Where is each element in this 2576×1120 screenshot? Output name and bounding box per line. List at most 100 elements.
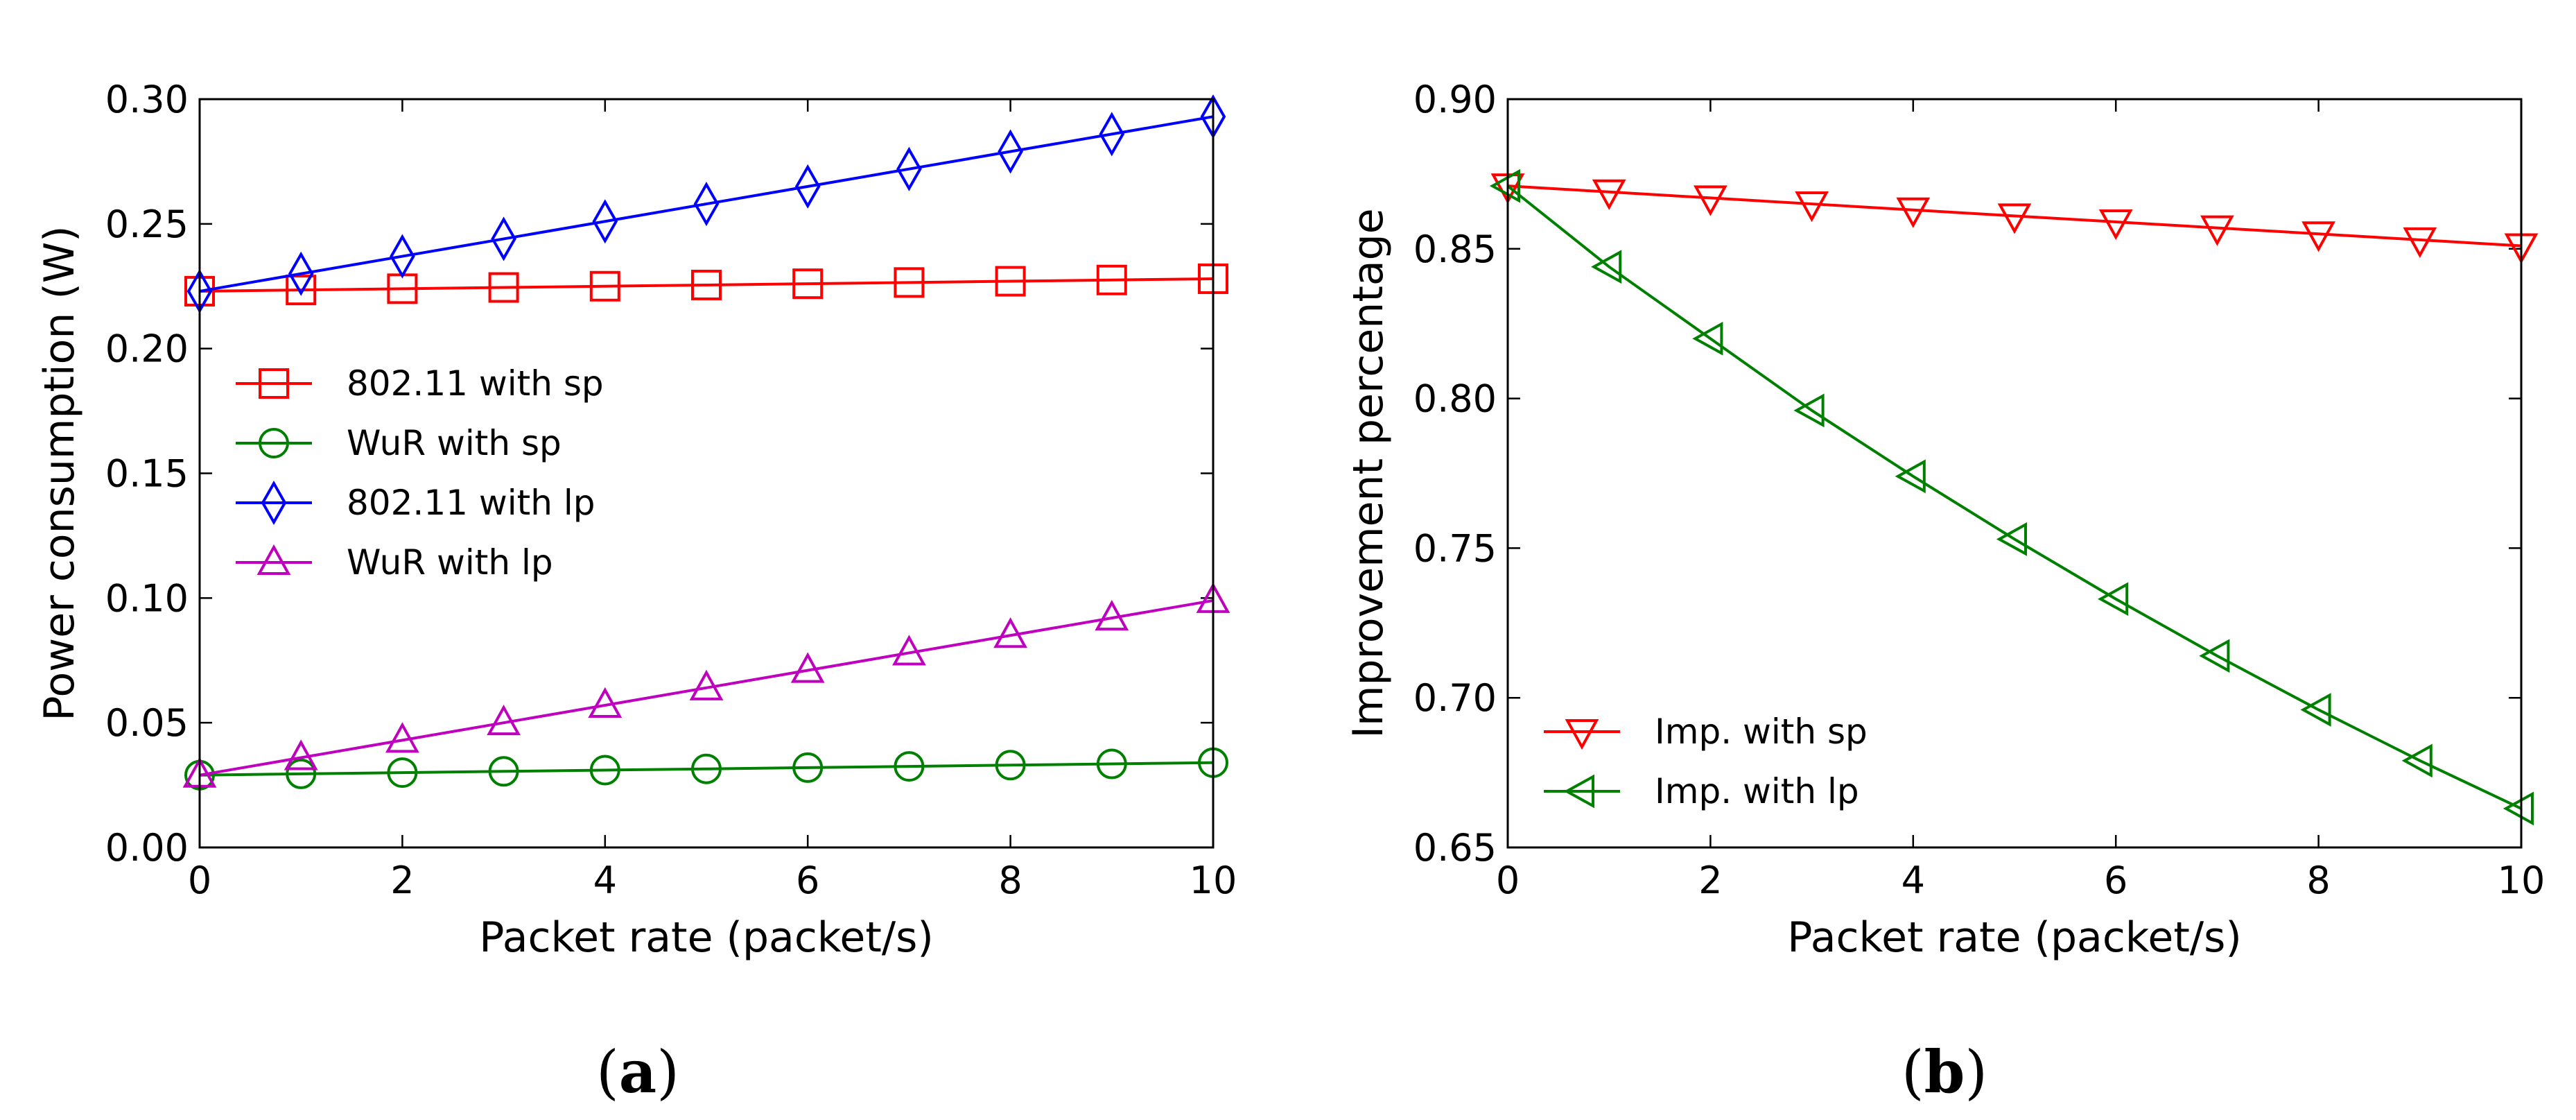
y-tick-label: 0.30 (105, 78, 189, 121)
legend: Imp. with sp Imp. with lp (1544, 712, 1868, 811)
data-point-802-11-with-sp (691, 269, 722, 300)
x-tick-label: 8 (2306, 859, 2330, 902)
data-point-imp-with-sp (1694, 185, 1728, 216)
data-point-imp-with-lp (2300, 693, 2331, 727)
data-point-imp-with-sp (1592, 179, 1626, 210)
data-point-imp-with-lp (2199, 639, 2230, 673)
series-line-802-11-with-lp (199, 115, 1214, 293)
data-point-wur-with-lp (790, 652, 825, 683)
legend-entry-802-11-with-lp: 802.11 with lp (347, 483, 595, 523)
data-point-imp-with-sp (1795, 191, 1829, 223)
x-tick-label: 10 (2498, 859, 2545, 902)
legend-marker-wur-with-sp (259, 428, 289, 458)
data-point-imp-with-lp (2401, 743, 2433, 778)
legend-marker-802-11-with-lp (261, 480, 287, 526)
data-point-802-11-with-lp (896, 146, 922, 191)
data-point-802-11-with-sp (995, 266, 1026, 297)
data-point-802-11-with-sp (894, 267, 925, 298)
data-point-802-11-with-sp (488, 272, 519, 303)
data-point-802-11-with-lp (794, 164, 821, 209)
legend-entry-imp-with-lp: Imp. with lp (1655, 771, 1859, 811)
y-tick-label: 0.25 (105, 203, 189, 246)
data-point-imp-with-lp (1996, 522, 2027, 556)
data-point-wur-with-lp (993, 617, 1027, 648)
y-tick-label: 0.80 (1413, 377, 1497, 421)
y-axis-label: Power consumption (W) (35, 225, 84, 721)
data-point-wur-with-lp (385, 722, 419, 753)
data-point-802-11-with-sp (589, 270, 620, 302)
x-tick-label: 2 (1698, 859, 1722, 902)
y-tick-label: 0.85 (1413, 227, 1497, 271)
legend-marker-imp-with-lp (1563, 774, 1594, 809)
y-axis-label: Improvement percentage (1344, 208, 1393, 738)
legend-entry-802-11-with-sp: 802.11 with sp (347, 363, 604, 404)
data-point-wur-with-sp (488, 756, 519, 787)
data-point-wur-with-lp (1095, 599, 1129, 631)
series-line-wur-with-sp (199, 761, 1214, 777)
data-point-802-11-with-lp (592, 199, 618, 244)
data-point-802-11-with-lp (288, 251, 314, 296)
data-point-imp-with-sp (2403, 227, 2437, 258)
legend-entry-wur-with-sp: WuR with sp (347, 423, 562, 463)
legend-entry-imp-with-sp: Imp. with sp (1655, 712, 1868, 752)
x-tick-label: 0 (1496, 859, 1520, 902)
data-point-802-11-with-sp (286, 275, 317, 306)
data-point-imp-with-lp (2098, 582, 2129, 617)
data-point-wur-with-sp (589, 755, 620, 786)
data-point-imp-with-sp (1896, 197, 1931, 228)
data-point-wur-with-lp (892, 635, 926, 666)
x-tick-label: 4 (1901, 859, 1925, 902)
data-point-imp-with-sp (2098, 209, 2133, 241)
data-point-imp-with-lp (1692, 321, 1723, 356)
y-tick-label: 0.00 (105, 826, 189, 870)
series-line-wur-with-lp (199, 598, 1214, 777)
data-point-802-11-with-sp (792, 268, 824, 300)
x-axis-label: Packet rate (packet/s) (479, 913, 934, 962)
data-point-802-11-with-lp (998, 129, 1023, 174)
x-tick-label: 6 (2104, 859, 2127, 902)
plot-frame (198, 98, 1215, 849)
legend-marker-imp-with-sp (1565, 719, 1599, 750)
data-point-802-11-with-lp (390, 234, 415, 279)
x-tick-label: 10 (1190, 859, 1237, 902)
series-line-imp-with-sp (1507, 184, 2522, 248)
chart-b: 0 2 4 6 8 10 0.65 0.70 0.75 0.80 0.85 0.90 Packet ra… (1344, 78, 2545, 1106)
chart-a: 0 2 4 6 8 10 0.00 0.05 0.10 0.15 0.20 0.25 0.30 Packe… (35, 78, 1237, 1106)
y-tick-label: 0.75 (1413, 526, 1497, 570)
series-line-802-11-with-sp (199, 277, 1214, 293)
y-tick-label: 0.65 (1413, 826, 1497, 870)
x-axis-label: Packet rate (packet/s) (1787, 913, 2242, 962)
data-point-wur-with-sp (691, 753, 722, 784)
data-point-wur-with-lp (689, 669, 724, 700)
data-point-wur-with-sp (995, 750, 1026, 781)
data-point-wur-with-sp (387, 757, 418, 789)
data-point-802-11-with-lp (491, 216, 516, 261)
panel-label: (b) (1901, 1037, 1987, 1106)
data-point-802-11-with-sp (1096, 264, 1127, 295)
x-tick-label: 0 (188, 859, 211, 902)
x-tick-label: 6 (796, 859, 819, 902)
legend-marker-802-11-with-sp (259, 368, 289, 399)
y-tick-label: 0.05 (105, 701, 189, 745)
data-point-wur-with-sp (894, 751, 925, 782)
data-point-imp-with-sp (1997, 203, 2032, 234)
data-point-imp-with-sp (2200, 215, 2234, 246)
panel-label: (a) (596, 1037, 679, 1106)
y-tick-label: 0.10 (105, 576, 189, 620)
data-point-802-11-with-lp (693, 182, 720, 227)
data-point-imp-with-lp (1895, 459, 1926, 494)
legend: 802.11 with sp WuR with sp 802.11 with lp W… (236, 363, 604, 583)
data-point-imp-with-lp (1793, 393, 1825, 428)
legend-entry-wur-with-lp: WuR with lp (347, 542, 553, 583)
plot-frame (1506, 98, 2523, 849)
data-point-wur-with-sp (1096, 748, 1127, 779)
data-point-wur-with-lp (284, 739, 318, 770)
x-tick-label: 2 (390, 859, 414, 902)
series-line-imp-with-lp (1506, 184, 2522, 810)
y-tick-label: 0.15 (105, 452, 189, 496)
y-tick-label: 0.90 (1413, 78, 1497, 121)
data-point-imp-with-lp (2503, 791, 2534, 826)
x-tick-label: 4 (593, 859, 617, 902)
data-point-802-11-with-lp (1099, 112, 1125, 157)
